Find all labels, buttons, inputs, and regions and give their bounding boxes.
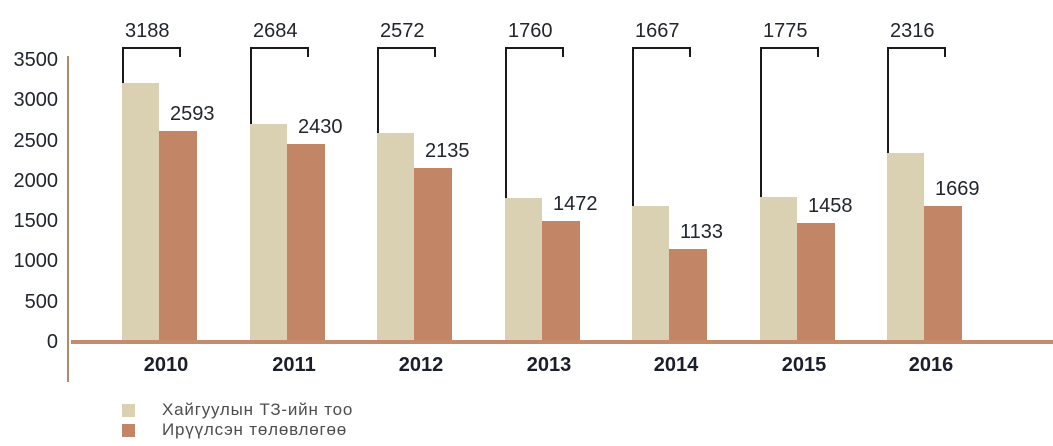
- year-group: 2684 2430 2011: [250, 0, 343, 446]
- x-axis-category-label: 2012: [398, 354, 444, 376]
- callout-bracket: [760, 47, 819, 57]
- series1-value-label: 2684: [253, 20, 298, 42]
- bar-series1: [632, 206, 669, 340]
- legend-swatch-series2: [122, 423, 135, 437]
- series2-value-label: 1669: [935, 178, 980, 200]
- bar-series1: [377, 133, 414, 340]
- bar-series2: [924, 206, 962, 340]
- series2-value-label: 2135: [425, 140, 470, 162]
- y-tick-label: 0: [46, 331, 58, 353]
- year-group: 3188 2593 2010: [122, 0, 215, 446]
- callout-bracket: [632, 47, 691, 57]
- series1-value-label: 2316: [890, 20, 935, 42]
- bar-series2: [669, 249, 707, 340]
- series2-value-label: 1472: [553, 193, 598, 215]
- series2-value-label: 1458: [808, 195, 853, 217]
- series2-value-label: 1133: [680, 221, 724, 243]
- y-tick-label: 500: [24, 291, 58, 313]
- y-tick-label: 2000: [13, 170, 59, 192]
- bar-series2: [414, 168, 452, 340]
- callout-line-vertical: [632, 47, 634, 340]
- y-tick-label: 2500: [13, 130, 59, 152]
- bar-series2: [797, 223, 835, 340]
- bar-series2: [542, 221, 580, 340]
- y-tick-label: 3000: [13, 89, 59, 111]
- year-group: 1667 1133 2014: [632, 0, 723, 446]
- y-tick-label: 1500: [13, 210, 59, 232]
- bar-series2: [287, 144, 325, 340]
- x-axis-category-label: 2011: [272, 354, 316, 376]
- series1-value-label: 2572: [380, 20, 425, 42]
- year-group: 1775 1458 2015: [760, 0, 853, 446]
- x-axis-baseline: [71, 340, 1053, 344]
- series1-value-label: 3188: [125, 20, 170, 42]
- x-axis-category-label: 2016: [908, 354, 954, 376]
- callout-bracket: [377, 47, 436, 57]
- series1-value-label: 1775: [763, 20, 808, 42]
- x-axis-category-label: 2014: [653, 354, 699, 376]
- year-group: 1760 1472 2013: [505, 0, 598, 446]
- legend-label-series2: Ирүүлсэн төлөвлөгөө: [162, 420, 348, 439]
- y-axis-line: [67, 56, 69, 382]
- series1-value-label: 1760: [508, 20, 553, 42]
- series2-value-label: 2430: [298, 116, 343, 138]
- series1-value-label: 1667: [635, 20, 680, 42]
- series2-value-label: 2593: [170, 103, 215, 125]
- callout-bracket: [250, 47, 309, 57]
- x-axis-category-label: 2013: [526, 354, 572, 376]
- year-group: 2316 1669 2016: [887, 0, 980, 446]
- legend-item-series2: Ирүүлсэн төлөвлөгөө: [122, 420, 353, 439]
- callout-bracket: [505, 47, 564, 57]
- callout-line-vertical: [760, 47, 762, 340]
- y-tick-label: 1000: [13, 250, 59, 272]
- bar-series1: [122, 83, 159, 340]
- legend-item-series1: Хайгуулын ТЗ-ийн тоо: [122, 400, 354, 419]
- x-axis-category-label: 2015: [781, 354, 827, 376]
- bar-series1: [505, 198, 542, 340]
- year-group: 2572 2135 2012: [377, 0, 470, 446]
- bar-series1: [250, 124, 287, 340]
- bar-series1: [887, 153, 924, 340]
- callout-bracket: [122, 47, 181, 57]
- legend-label-series1: Хайгуулын ТЗ-ийн тоо: [162, 400, 354, 419]
- bar-series1: [760, 197, 797, 340]
- y-tick-label: 3500: [13, 49, 59, 71]
- legend-swatch-series1: [122, 403, 135, 417]
- bar-series2: [159, 131, 197, 340]
- callout-line-vertical: [505, 47, 507, 340]
- x-axis-category-label: 2010: [143, 354, 189, 376]
- callout-bracket: [887, 47, 946, 57]
- legend: Хайгуулын ТЗ-ийн тоо Ирүүлсэн төлөвлөгөө: [122, 400, 354, 441]
